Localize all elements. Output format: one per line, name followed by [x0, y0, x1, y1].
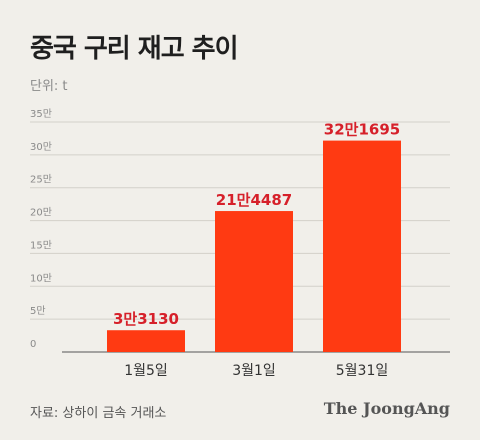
x-tick-label: 5월31일: [336, 363, 388, 379]
data-label: 32만1695: [324, 121, 400, 139]
y-tick-label: 35만: [30, 108, 52, 120]
data-label: 3만3130: [113, 310, 179, 328]
y-tick-label: 20만: [30, 207, 52, 219]
brand-logo: The JoongAng: [323, 399, 450, 418]
y-tick-label: 5만: [30, 305, 46, 317]
data-label: 21만4487: [216, 191, 292, 209]
source-note: 자료: 상하이 금속 거래소: [30, 406, 167, 421]
bar: [323, 140, 401, 352]
y-tick-label: 25만: [30, 174, 52, 186]
y-tick-label: 15만: [30, 239, 52, 251]
bar: [215, 211, 293, 352]
y-tick-label: 0: [30, 339, 36, 350]
y-tick-label: 30만: [30, 141, 52, 153]
unit-label: 단위: t: [30, 79, 68, 94]
chart-title: 중국 구리 재고 추이: [30, 34, 239, 64]
x-tick-label: 3월1일: [232, 363, 276, 379]
x-tick-label: 1월5일: [124, 363, 168, 379]
bar: [107, 330, 185, 352]
y-tick-label: 10만: [30, 272, 52, 284]
